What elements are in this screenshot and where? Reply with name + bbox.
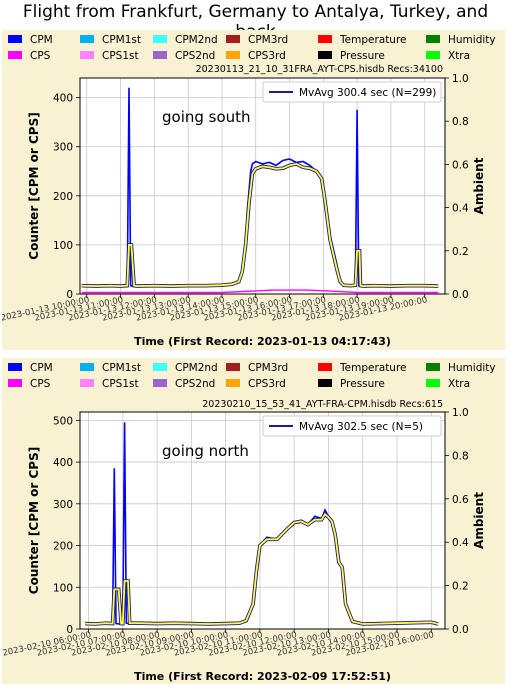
x-axis-label: Time (First Record: 2023-01-13 04:17:43) bbox=[134, 335, 391, 348]
legend-label: Pressure bbox=[340, 378, 385, 390]
y2-tick-label: 1.0 bbox=[452, 407, 469, 419]
y2-tick-label: 0.6 bbox=[452, 159, 469, 171]
y-tick-label: 200 bbox=[53, 191, 73, 203]
legend-label: CPM3rd bbox=[248, 362, 288, 374]
chart-south: CPM CPM1st CPM2nd CPM3rd Temperature Humidity… bbox=[2, 34, 496, 348]
x-axis-label: Time (First Record: 2023-02-09 17:52:51) bbox=[134, 670, 391, 683]
legend-label: CPM2nd bbox=[175, 362, 218, 374]
y2-tick-label: 0.2 bbox=[452, 581, 469, 593]
legend-label: CPM bbox=[30, 362, 53, 374]
mvavg-line bbox=[85, 512, 439, 625]
legend-label: CPM1st bbox=[102, 34, 141, 46]
file-info: 20230113_21_10_31FRA_AYT-CPS.hisdb Recs:… bbox=[196, 64, 443, 75]
y-tick-label: 100 bbox=[53, 240, 73, 252]
y-axis-label: Counter [CPM or CPS] bbox=[27, 447, 41, 594]
legend-label: CPM3rd bbox=[248, 34, 288, 46]
y-tick-label: 0 bbox=[66, 624, 73, 636]
plot-frame bbox=[79, 411, 446, 630]
legend-label: Temperature bbox=[339, 34, 407, 46]
legend-label: CPS1st bbox=[102, 50, 139, 62]
legend-swatch bbox=[80, 379, 94, 387]
legend-swatch bbox=[226, 51, 240, 59]
chart-north: CPM CPM1st CPM2nd CPM3rd Temperature Humidity… bbox=[2, 362, 496, 683]
y-axis-label: Counter [CPM or CPS] bbox=[27, 112, 41, 259]
y-tick-label: 200 bbox=[53, 541, 73, 553]
legend-label: Humidity bbox=[448, 362, 496, 374]
y-tick-label: 500 bbox=[53, 415, 73, 427]
y2-tick-label: 0.2 bbox=[452, 246, 469, 258]
y2-axis-label: Ambient bbox=[472, 492, 486, 549]
legend-swatch bbox=[226, 379, 240, 387]
legend-label: CPM2nd bbox=[175, 34, 218, 46]
mvavg-legend-label: MvAvg 300.4 sec (N=299) bbox=[299, 87, 436, 99]
legend-swatch bbox=[226, 363, 240, 371]
legend-label: CPS bbox=[30, 50, 51, 62]
y2-tick-label: 0.0 bbox=[452, 624, 469, 636]
legend-swatch bbox=[153, 363, 167, 371]
legend-label: CPS1st bbox=[102, 378, 139, 390]
y2-tick-label: 0.4 bbox=[452, 537, 469, 549]
y2-tick-label: 1.0 bbox=[452, 73, 469, 85]
mvavg-legend-box bbox=[262, 81, 442, 103]
y-tick-label: 100 bbox=[53, 582, 73, 594]
legend-swatch bbox=[80, 51, 94, 59]
legend-swatch bbox=[80, 35, 94, 43]
legend-swatch bbox=[153, 35, 167, 43]
direction-annotation: going north bbox=[162, 442, 249, 460]
mvavg-legend-label: MvAvg 302.5 sec (N=5) bbox=[299, 421, 423, 433]
file-info: 20230210_15_53_41_AYT-FRA-CPM.hisdb Recs… bbox=[202, 399, 443, 410]
legend-label: CPS3rd bbox=[248, 50, 286, 62]
direction-annotation: going south bbox=[162, 108, 251, 126]
y-tick-label: 400 bbox=[53, 457, 73, 469]
y2-tick-label: 0.6 bbox=[452, 494, 469, 506]
legend-swatch bbox=[426, 379, 440, 387]
y2-axis-label: Ambient bbox=[472, 157, 486, 214]
legend-swatch bbox=[80, 363, 94, 371]
legend-label: CPM1st bbox=[102, 362, 141, 374]
legend-swatch bbox=[8, 379, 22, 387]
plot-area bbox=[80, 412, 445, 629]
legend-swatch bbox=[426, 35, 440, 43]
legend-label: CPS2nd bbox=[175, 50, 215, 62]
plot-frame bbox=[79, 77, 446, 295]
mvavg-line bbox=[81, 162, 439, 288]
chart-panel-north: CPM CPM1st CPM2nd CPM3rd Temperature Humidity… bbox=[2, 358, 505, 684]
legend-swatch bbox=[226, 35, 240, 43]
legend-swatch bbox=[318, 379, 332, 387]
legend-label: Xtra bbox=[448, 50, 470, 62]
legend-swatch bbox=[318, 35, 332, 43]
chart-panel-south: CPM CPM1st CPM2nd CPM3rd Temperature Humidity… bbox=[2, 30, 505, 350]
series-line-cps bbox=[81, 289, 439, 294]
legend-swatch bbox=[8, 51, 22, 59]
legend-swatch bbox=[153, 379, 167, 387]
legend-label: CPS bbox=[30, 378, 51, 390]
legend-swatch bbox=[153, 51, 167, 59]
plot-area bbox=[80, 78, 445, 294]
legend-swatch bbox=[8, 363, 22, 371]
mvavg-legend-box bbox=[262, 415, 442, 437]
legend-swatch bbox=[8, 35, 22, 43]
legend-swatch bbox=[426, 51, 440, 59]
legend-swatch bbox=[426, 363, 440, 371]
y2-tick-label: 0.4 bbox=[452, 203, 469, 215]
legend-swatch bbox=[318, 363, 332, 371]
y-tick-label: 300 bbox=[53, 499, 73, 511]
y2-tick-label: 0.0 bbox=[452, 289, 469, 301]
legend-label: CPM bbox=[30, 34, 53, 46]
legend-label: CPS3rd bbox=[248, 378, 286, 390]
legend-label: CPS2nd bbox=[175, 378, 215, 390]
y-tick-label: 400 bbox=[53, 93, 73, 105]
legend-swatch bbox=[318, 51, 332, 59]
legend-label: Humidity bbox=[448, 34, 496, 46]
legend-label: Xtra bbox=[448, 378, 470, 390]
y2-tick-label: 0.8 bbox=[452, 116, 469, 128]
legend-label: Temperature bbox=[339, 362, 407, 374]
y-tick-label: 0 bbox=[66, 289, 73, 301]
y-tick-label: 300 bbox=[53, 142, 73, 154]
y2-tick-label: 0.8 bbox=[452, 450, 469, 462]
legend-label: Pressure bbox=[340, 50, 385, 62]
